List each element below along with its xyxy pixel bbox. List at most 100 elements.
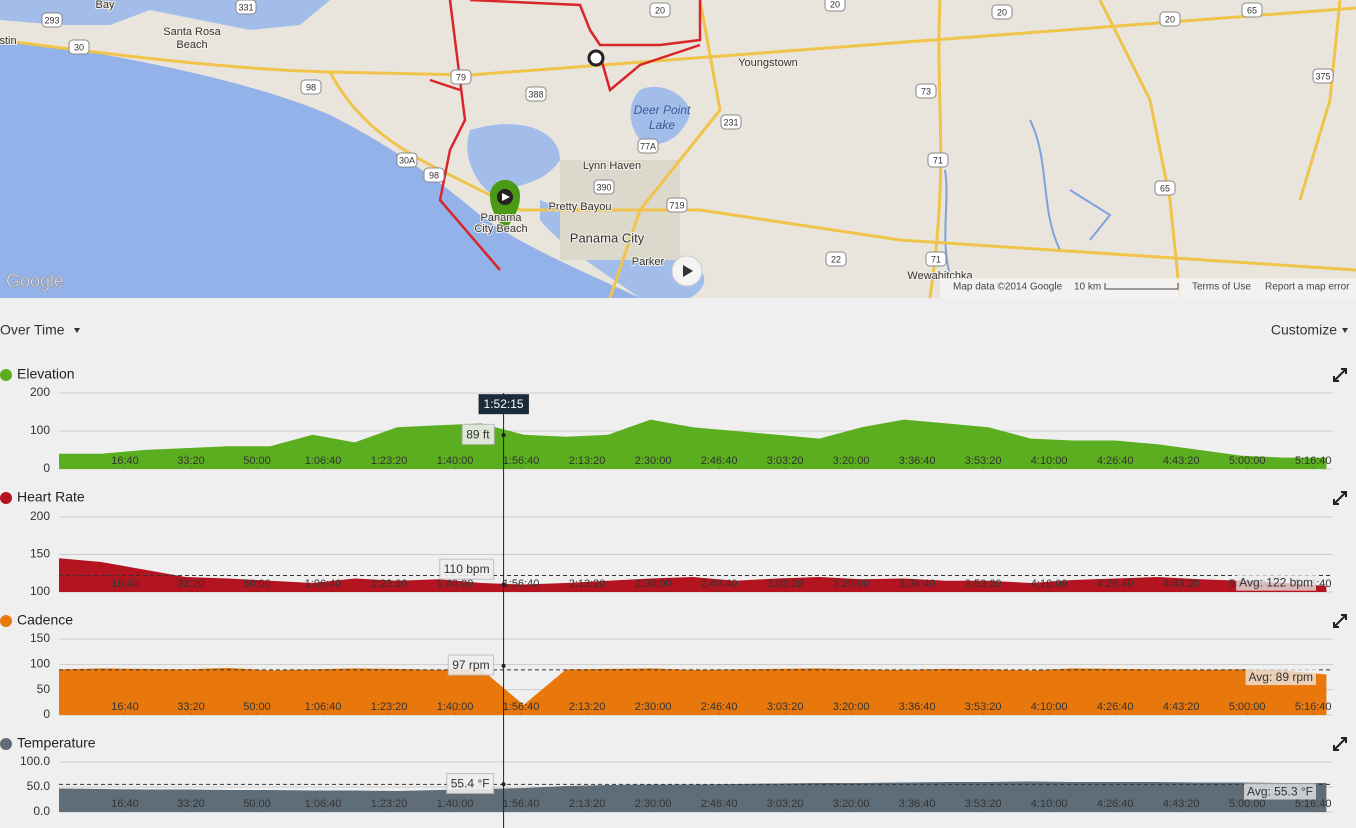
x-tick-label: 3:53:20 bbox=[965, 455, 1002, 467]
x-tick-label: 33:20 bbox=[177, 701, 205, 713]
x-tick-label: 16:40 bbox=[111, 701, 139, 713]
road-shield-label: 20 bbox=[1165, 14, 1175, 24]
road-shield bbox=[1241, 2, 1263, 18]
x-tick-label: 4:26:40 bbox=[1097, 455, 1134, 467]
y-tick-label: 150 bbox=[30, 547, 50, 561]
x-tick-label: 1:56:40 bbox=[503, 578, 540, 590]
x-tick-label: 50:00 bbox=[243, 701, 271, 713]
road-shield bbox=[825, 251, 847, 267]
expand-icon[interactable] bbox=[1333, 491, 1347, 505]
average-box bbox=[1245, 669, 1316, 686]
place-label: Parker bbox=[632, 256, 665, 268]
end-marker[interactable] bbox=[587, 49, 605, 67]
x-tick-label: 3:03:20 bbox=[767, 578, 804, 590]
north-bay bbox=[467, 124, 560, 200]
x-tick-label: 5:00:00 bbox=[1229, 701, 1266, 713]
x-tick-label: 5:00:00 bbox=[1229, 798, 1266, 810]
x-tick-label: 16:40 bbox=[111, 455, 139, 467]
road-shield-label: 231 bbox=[723, 117, 738, 127]
place-label: Beach bbox=[176, 39, 207, 51]
road-shield bbox=[1312, 68, 1334, 84]
place-label: Panama City bbox=[570, 230, 645, 245]
road-shield-label: 71 bbox=[933, 155, 943, 165]
x-tick-label: 3:03:20 bbox=[767, 798, 804, 810]
road-shield-label: 719 bbox=[669, 200, 684, 210]
x-tick-label: 50:00 bbox=[243, 798, 271, 810]
lake-label: Lake bbox=[649, 118, 675, 132]
x-tick-label: 1:56:40 bbox=[503, 455, 540, 467]
y-tick-label: 0 bbox=[43, 461, 50, 475]
road-shield-label: 390 bbox=[596, 182, 611, 192]
charts-panel: Over Time Customize Elevation 0 100 200 16:4… bbox=[0, 322, 1348, 828]
x-tick-label: 1:06:40 bbox=[305, 455, 342, 467]
readout-label: 89 ft bbox=[466, 427, 490, 441]
road-shield-label: 22 bbox=[831, 254, 841, 264]
road-shield-label: 71 bbox=[931, 254, 941, 264]
x-tick-label: 1:56:40 bbox=[503, 701, 540, 713]
x-tick-label: 3:20:00 bbox=[833, 798, 870, 810]
average-label: Avg: 55.3 °F bbox=[1247, 785, 1313, 799]
x-tick-label: 1:06:40 bbox=[305, 798, 342, 810]
report-link[interactable]: Report a map error bbox=[1265, 282, 1350, 293]
map-data: Map data ©2014 Google bbox=[953, 282, 1063, 293]
legend-dot bbox=[0, 738, 12, 750]
terms-link[interactable]: Terms of Use bbox=[1192, 282, 1251, 293]
road-shield-label: 79 bbox=[456, 72, 466, 82]
average-box bbox=[1236, 574, 1317, 591]
x-tick-label: 16:40 bbox=[111, 578, 139, 590]
place-label: Panama bbox=[481, 212, 523, 224]
road-shield bbox=[649, 2, 671, 18]
play-icon bbox=[683, 265, 693, 277]
customize-button[interactable]: Customize bbox=[1271, 322, 1337, 338]
x-tick-label: 1:23:20 bbox=[371, 455, 408, 467]
x-tick-label: 5:16:40 bbox=[1295, 798, 1332, 810]
place-label: Youngstown bbox=[738, 57, 798, 69]
y-tick-label: 100 bbox=[30, 657, 50, 671]
y-tick-label: 200 bbox=[30, 385, 50, 399]
x-tick-label: 3:36:40 bbox=[899, 798, 936, 810]
deer-point-lake bbox=[630, 86, 690, 144]
x-tick-label: 4:43:20 bbox=[1163, 578, 1200, 590]
dropdown-arrow bbox=[1342, 328, 1348, 333]
x-tick-label: 33:20 bbox=[177, 798, 205, 810]
road-shield bbox=[927, 152, 949, 168]
footer-bg bbox=[940, 278, 1356, 298]
road-shield bbox=[1154, 180, 1176, 196]
x-tick-label: 2:13:20 bbox=[569, 455, 606, 467]
road-shield bbox=[593, 179, 615, 195]
x-tick-label: 3:53:20 bbox=[965, 798, 1002, 810]
road-shields: 293 331 30 98 388 79 20 20 20 20 65 375 73 231 77A 390 7… bbox=[41, 0, 1334, 267]
x-tick-label: 4:43:20 bbox=[1163, 455, 1200, 467]
average-label: Avg: 89 rpm bbox=[1249, 670, 1313, 684]
x-tick-label: 1:40:00 bbox=[437, 455, 474, 467]
map[interactable]: Bay Santa Rosa Beach stin Youngstown Dee… bbox=[0, 0, 1356, 298]
x-tick-label: 1:23:20 bbox=[371, 578, 408, 590]
expand-icon[interactable] bbox=[1333, 737, 1347, 751]
x-tick-label: 33:20 bbox=[177, 455, 205, 467]
x-tick-label: 3:53:20 bbox=[965, 578, 1002, 590]
road-shield bbox=[666, 197, 688, 213]
marker-play-icon bbox=[502, 193, 510, 201]
y-tick-label: 50 bbox=[37, 682, 51, 696]
road-shield bbox=[450, 69, 472, 85]
y-tick-label: 100.0 bbox=[20, 754, 50, 768]
road-shield bbox=[991, 4, 1013, 20]
road-shield-label: 65 bbox=[1247, 5, 1257, 15]
expand-icon[interactable] bbox=[1333, 368, 1347, 382]
road-shield bbox=[41, 12, 63, 28]
road-shield bbox=[925, 251, 947, 267]
x-tick-label: 33:20 bbox=[177, 578, 205, 590]
road-shield-label: 98 bbox=[429, 170, 439, 180]
x-tick-label: 3:03:20 bbox=[767, 455, 804, 467]
x-tick-label: 3:36:40 bbox=[899, 578, 936, 590]
expand-icon[interactable] bbox=[1333, 614, 1347, 628]
scale-label: 10 km bbox=[1074, 282, 1101, 293]
x-tick-label: 2:30:00 bbox=[635, 578, 672, 590]
y-tick-label: 0.0 bbox=[33, 804, 50, 818]
road-shield bbox=[637, 138, 659, 154]
view-selector[interactable]: Over Time bbox=[0, 322, 65, 338]
road-shield bbox=[824, 0, 846, 12]
x-tick-label: 2:30:00 bbox=[635, 455, 672, 467]
legend-dot bbox=[0, 492, 12, 504]
